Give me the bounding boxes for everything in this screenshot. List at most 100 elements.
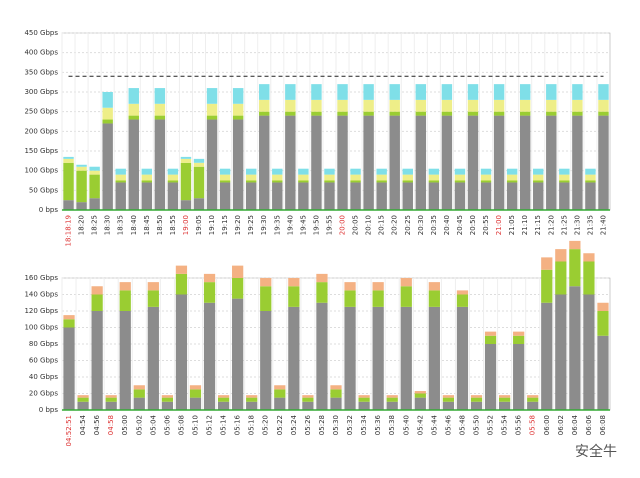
bar-segment <box>506 174 518 181</box>
bar-segment <box>105 395 117 398</box>
bar-segment <box>105 397 117 402</box>
bar-segment <box>441 111 453 116</box>
bar-segment <box>598 84 609 100</box>
x-tick-label: 05:56 <box>515 414 523 435</box>
bar-segment <box>527 401 539 410</box>
bar-segment <box>272 174 283 181</box>
bar-segment <box>219 182 231 210</box>
bar-segment <box>324 182 335 210</box>
bar-segment <box>245 180 257 183</box>
x-tick-label: 21:25 <box>560 215 568 235</box>
x-tick-label: 05:24 <box>290 414 298 435</box>
bar-segment <box>217 395 230 398</box>
bar-segment <box>147 306 159 410</box>
bar-segment <box>376 168 387 175</box>
bar-segment <box>386 401 398 410</box>
bar-segment <box>559 182 570 210</box>
bar-segment <box>259 111 270 116</box>
bar-segment <box>298 174 309 181</box>
y-tick-label: 40 Gbps <box>29 373 58 381</box>
x-tick-label: 20:05 <box>352 215 360 235</box>
bar-segment <box>167 168 179 175</box>
bar-segment <box>400 278 412 287</box>
bar-segment <box>376 180 387 183</box>
bar-segment <box>583 253 595 262</box>
x-tick-label: 20:10 <box>365 215 373 235</box>
bar-segment <box>115 182 126 210</box>
bar-segment <box>115 174 126 181</box>
bar-segment <box>454 174 466 181</box>
bar-segment <box>470 395 483 398</box>
bar-segment <box>358 397 370 402</box>
bar-segment <box>76 166 87 171</box>
x-tick-label: 21:15 <box>534 215 542 235</box>
bar-segment <box>376 174 387 181</box>
bar-segment <box>513 335 525 344</box>
bar-segment <box>119 311 131 410</box>
x-tick-label: 19:55 <box>325 215 333 235</box>
bar-segment <box>428 182 440 210</box>
y-tick-label: 20 Gbps <box>29 390 58 398</box>
bar-segment <box>572 115 583 210</box>
x-tick-label: 05:54 <box>501 414 509 435</box>
bar-segment <box>288 306 300 410</box>
bar-segment <box>506 182 518 210</box>
x-tick-label: 19:10 <box>208 215 216 235</box>
bar-segment <box>559 180 570 183</box>
bar-segment <box>259 99 270 112</box>
x-tick-label: 18:40 <box>130 215 138 235</box>
bar-segment <box>484 331 497 336</box>
bar-segment <box>272 168 283 175</box>
x-tick-label: 05:10 <box>191 415 199 435</box>
bar-segment <box>598 111 609 116</box>
x-tick-label: 05:22 <box>276 415 284 435</box>
bar-segment <box>330 385 342 390</box>
x-tick-label: 19:45 <box>299 215 307 235</box>
bar-segment <box>428 180 440 183</box>
bar-segment <box>89 198 100 210</box>
bar-segment <box>572 111 583 116</box>
bar-segment <box>330 389 342 398</box>
bar-segment <box>285 111 296 116</box>
bar-segment <box>206 115 218 120</box>
bar-segment <box>63 327 75 410</box>
bar-segment <box>193 158 205 163</box>
bar-segment <box>259 84 270 100</box>
bar-segment <box>386 397 398 402</box>
bar-segment <box>167 182 179 210</box>
watermark: 安全牛 <box>575 443 617 460</box>
bar-segment <box>559 168 570 175</box>
bar-segment <box>519 99 531 112</box>
bar-segment <box>77 401 89 410</box>
bar-segment <box>363 99 374 112</box>
y-tick-label: 350 Gbps <box>24 68 58 76</box>
x-tick-label: 05:30 <box>332 415 340 435</box>
bar-segment <box>193 166 205 199</box>
x-tick-label: 18:20 <box>78 215 86 235</box>
bar-segment <box>583 294 595 410</box>
bar-segment <box>154 115 166 120</box>
bar-segment <box>133 389 145 398</box>
bar-segment <box>442 397 455 402</box>
bar-segment <box>288 286 300 307</box>
bar-segment <box>206 119 218 210</box>
bar-segment <box>402 174 413 181</box>
bar-segment <box>441 115 453 210</box>
bar-segment <box>167 180 179 183</box>
bar-segment <box>456 306 469 410</box>
x-tick-label: 05:18 <box>248 415 256 435</box>
bar-segment <box>415 84 427 100</box>
bar-segment <box>456 294 469 307</box>
bar-segment <box>519 111 531 116</box>
x-tick-label: 19:40 <box>286 215 294 235</box>
x-tick-label: 05:28 <box>318 415 326 435</box>
bar-segment <box>324 174 335 181</box>
y-tick-label: 0 bps <box>39 206 59 214</box>
bar-segment <box>428 174 440 181</box>
bar-segment <box>89 166 100 171</box>
bar-segment <box>115 168 126 175</box>
bar-segment <box>533 174 544 181</box>
x-tick-label: 20:35 <box>430 215 438 235</box>
bar-segment <box>454 180 466 183</box>
bar-segment <box>428 168 440 175</box>
